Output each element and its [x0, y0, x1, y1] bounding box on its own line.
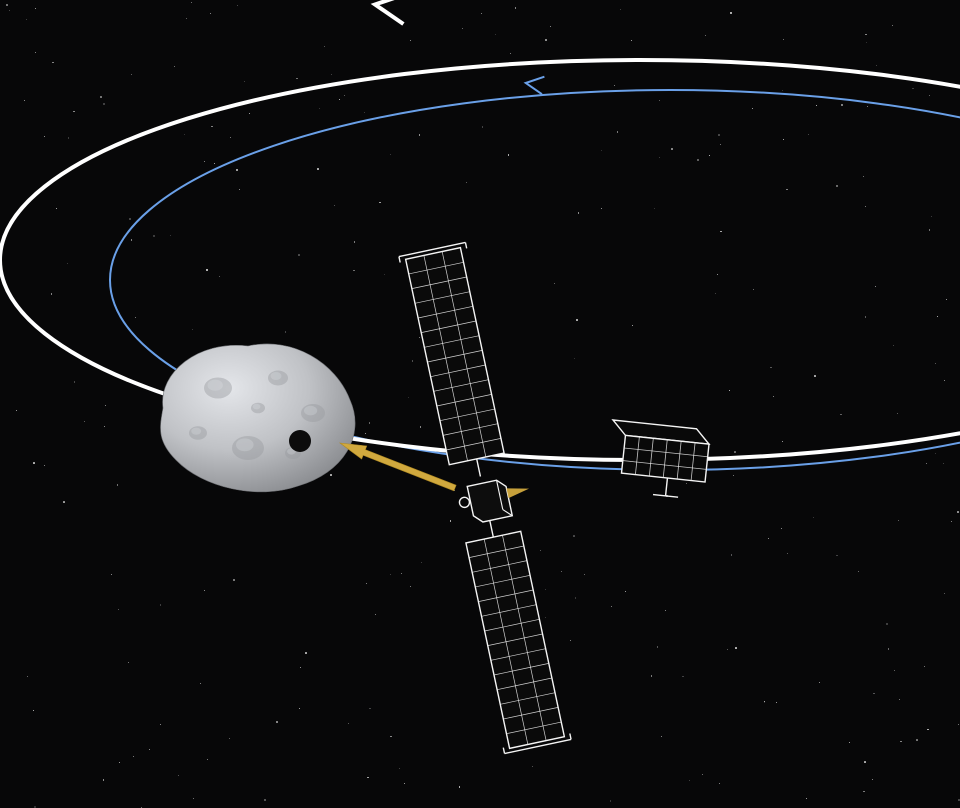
cubesat — [606, 420, 711, 500]
impact-arrow — [337, 436, 457, 494]
spacecraft — [399, 240, 582, 753]
thruster-flame — [506, 484, 530, 498]
asteroid — [161, 344, 356, 492]
impact-point — [289, 430, 311, 452]
space-diagram — [0, 0, 960, 808]
objects-layer — [0, 0, 960, 808]
